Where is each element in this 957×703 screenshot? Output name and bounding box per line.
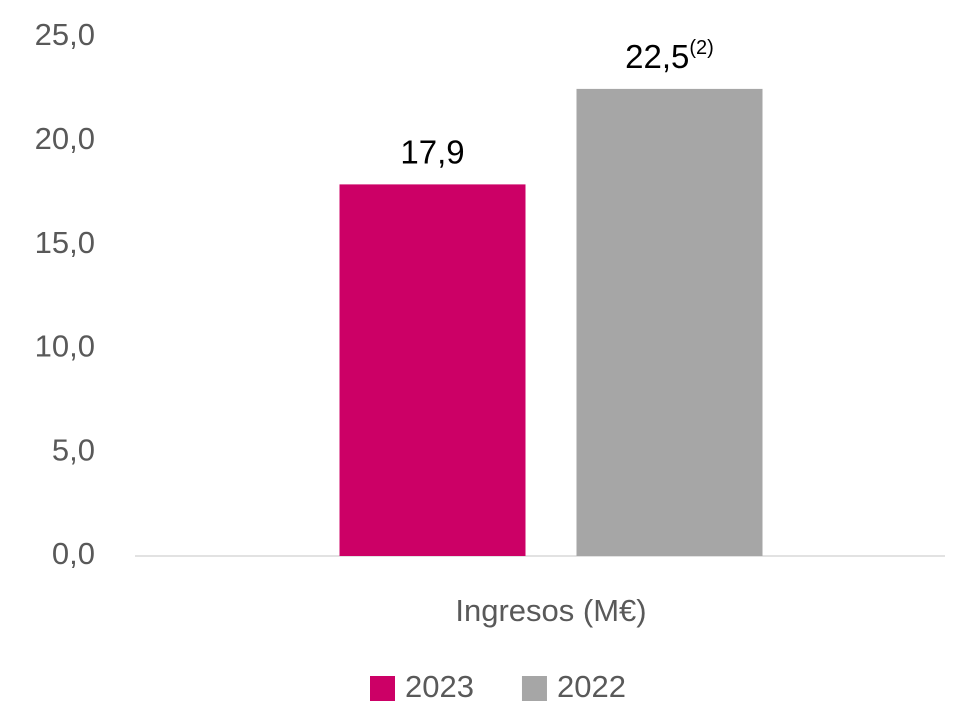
- data-label: 22,5(2): [625, 37, 714, 74]
- data-label: 17,9: [400, 133, 464, 170]
- y-tick-label: 25,0: [35, 17, 95, 52]
- y-tick-label: 0,0: [52, 536, 95, 571]
- y-tick-label: 5,0: [52, 432, 95, 467]
- bar: [576, 88, 763, 557]
- y-tick-label: 10,0: [35, 329, 95, 364]
- legend-swatch: [521, 676, 547, 701]
- data-label-value: 22,5: [625, 38, 689, 75]
- legend-label: 2022: [557, 669, 626, 703]
- bar: [339, 184, 526, 556]
- x-tick-label: Ingresos (M€): [455, 593, 646, 628]
- legend-swatch: [370, 676, 395, 701]
- data-label-note: (2): [689, 37, 713, 59]
- y-tick-label: 15,0: [35, 225, 95, 260]
- y-tick-label: 20,0: [35, 121, 95, 156]
- legend-label: 2023: [405, 669, 474, 703]
- data-label-value: 17,9: [400, 133, 464, 170]
